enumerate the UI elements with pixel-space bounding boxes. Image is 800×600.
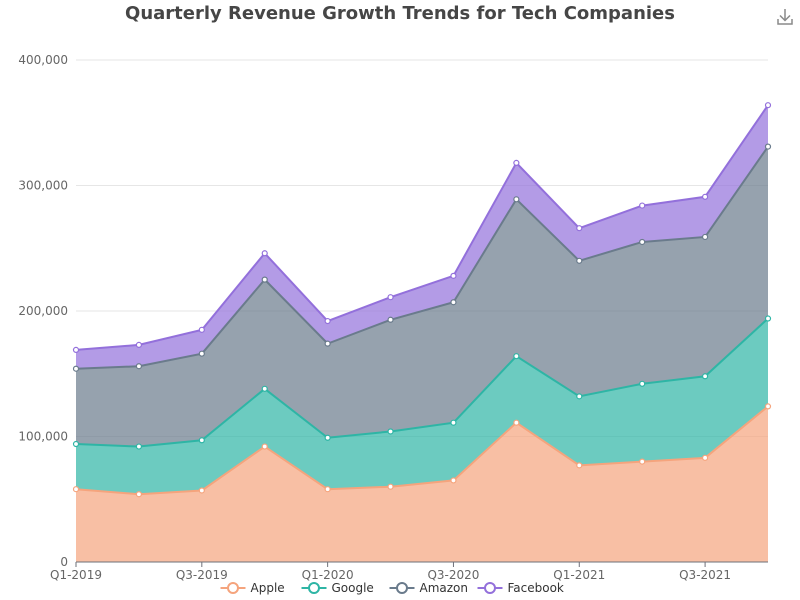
x-tick-label: Q1-2019 xyxy=(50,568,102,582)
x-tick-label: Q1-2020 xyxy=(302,568,354,582)
legend-marker xyxy=(308,582,320,594)
download-button[interactable] xyxy=(774,6,796,28)
area-facebook xyxy=(76,105,768,369)
point-amazon[interactable] xyxy=(387,316,394,323)
point-apple[interactable] xyxy=(639,458,646,465)
x-tick-label: Q3-2019 xyxy=(176,568,228,582)
point-facebook[interactable] xyxy=(764,102,772,109)
point-google[interactable] xyxy=(72,440,80,448)
line-layer xyxy=(75,104,769,496)
point-apple[interactable] xyxy=(701,454,709,461)
point-google[interactable] xyxy=(135,443,143,450)
y-tick-label: 0 xyxy=(60,555,68,569)
point-google[interactable] xyxy=(198,437,205,444)
point-facebook[interactable] xyxy=(576,225,583,232)
point-amazon[interactable] xyxy=(513,196,520,203)
point-google[interactable] xyxy=(701,373,709,380)
point-google[interactable] xyxy=(387,428,394,435)
point-amazon[interactable] xyxy=(324,340,331,347)
legend-marker xyxy=(396,582,408,594)
legend-marker xyxy=(227,582,239,594)
point-google[interactable] xyxy=(513,353,520,360)
point-apple[interactable] xyxy=(261,443,268,450)
point-apple[interactable] xyxy=(387,483,394,490)
point-amazon[interactable] xyxy=(639,238,646,246)
point-google[interactable] xyxy=(764,315,772,322)
x-tick-label: Q3-2021 xyxy=(679,568,731,582)
point-amazon[interactable] xyxy=(450,299,457,306)
point-google[interactable] xyxy=(576,393,583,400)
point-apple[interactable] xyxy=(450,477,457,484)
point-amazon[interactable] xyxy=(764,143,772,150)
point-amazon[interactable] xyxy=(261,276,268,283)
point-apple[interactable] xyxy=(324,486,331,493)
legend-item-google[interactable]: Google xyxy=(301,581,374,595)
point-apple[interactable] xyxy=(576,462,583,469)
point-apple[interactable] xyxy=(764,403,772,410)
area-layer xyxy=(76,105,768,562)
point-facebook[interactable] xyxy=(324,317,331,325)
point-layer xyxy=(72,102,772,498)
legend-marker xyxy=(484,582,496,594)
line-google xyxy=(75,317,769,448)
area-amazon xyxy=(76,146,768,447)
line-apple xyxy=(75,405,769,496)
point-facebook[interactable] xyxy=(701,193,709,200)
legend-label: Apple xyxy=(251,581,285,595)
point-google[interactable] xyxy=(639,380,646,387)
line-facebook xyxy=(75,104,769,351)
point-apple[interactable] xyxy=(135,491,143,498)
point-amazon[interactable] xyxy=(135,363,143,370)
y-tick-label: 400,000 xyxy=(18,53,68,67)
legend-item-apple[interactable]: Apple xyxy=(220,581,285,595)
line-amazon xyxy=(75,146,769,370)
point-facebook[interactable] xyxy=(261,250,268,257)
point-google[interactable] xyxy=(324,434,331,441)
y-tick-label: 300,000 xyxy=(18,179,68,193)
point-google[interactable] xyxy=(261,385,268,392)
chart-title: Quarterly Revenue Growth Trends for Tech… xyxy=(125,3,675,24)
legend-label: Amazon xyxy=(420,581,469,595)
point-facebook[interactable] xyxy=(198,326,205,333)
x-tick-label: Q1-2021 xyxy=(553,568,605,582)
point-amazon[interactable] xyxy=(198,350,205,357)
y-tick-label: 200,000 xyxy=(18,304,68,318)
x-tick-label: Q3-2020 xyxy=(427,568,479,582)
point-facebook[interactable] xyxy=(450,272,457,279)
point-apple[interactable] xyxy=(72,486,80,493)
point-google[interactable] xyxy=(450,419,457,426)
download-icon xyxy=(777,9,793,25)
legend-item-facebook[interactable]: Facebook xyxy=(477,581,564,595)
point-facebook[interactable] xyxy=(639,202,646,209)
point-facebook[interactable] xyxy=(72,346,80,354)
point-facebook[interactable] xyxy=(387,294,394,301)
legend[interactable]: Apple Google Amazon Facebook xyxy=(220,581,564,595)
point-apple[interactable] xyxy=(198,487,205,494)
point-amazon[interactable] xyxy=(72,365,80,372)
legend-item-amazon[interactable]: Amazon xyxy=(389,581,469,595)
axis-layer: 0 100,000 200,000 300,000 400,000 Q1-2019 Q3-2… xyxy=(18,53,768,582)
point-facebook[interactable] xyxy=(135,341,143,348)
y-tick-label: 100,000 xyxy=(18,430,68,444)
point-facebook[interactable] xyxy=(513,159,520,167)
legend-label: Facebook xyxy=(508,581,564,595)
point-amazon[interactable] xyxy=(701,233,709,241)
legend-label: Google xyxy=(332,581,374,595)
point-amazon[interactable] xyxy=(576,257,583,264)
area-google xyxy=(76,318,768,495)
point-apple[interactable] xyxy=(513,419,520,426)
